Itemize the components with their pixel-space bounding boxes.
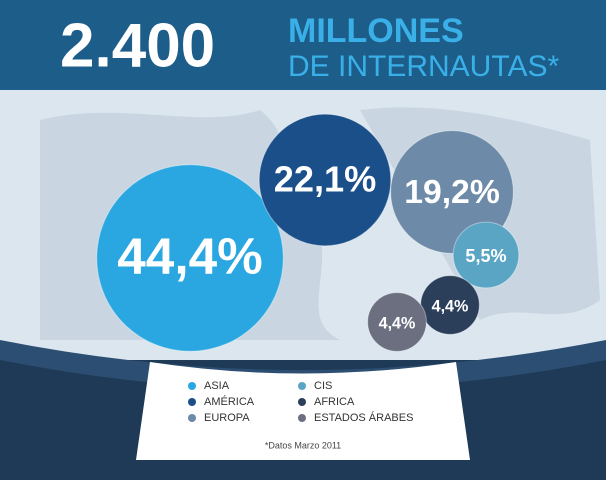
value-label: 4,4% bbox=[379, 314, 416, 332]
value-label: 4,4% bbox=[432, 297, 469, 315]
legend-label: ESTADOS ÁRABES bbox=[314, 411, 413, 424]
title: 2.400 bbox=[60, 11, 215, 80]
legend-swatch bbox=[188, 398, 196, 406]
legend-label: EUROPA bbox=[204, 412, 250, 424]
legend-label: CIS bbox=[314, 380, 332, 392]
value-label: 44,4% bbox=[117, 228, 262, 285]
legend-label: ASIA bbox=[204, 380, 230, 392]
bubble bbox=[367, 292, 427, 352]
value-label: 5,5% bbox=[465, 246, 506, 266]
legend-panel bbox=[136, 362, 470, 460]
legend-swatch bbox=[298, 382, 306, 390]
value-label: 22,1% bbox=[274, 159, 377, 200]
subtitle: DE INTERNAUTAS* bbox=[288, 50, 559, 83]
legend-swatch bbox=[298, 398, 306, 406]
header-band bbox=[0, 0, 606, 90]
legend-swatch bbox=[298, 414, 306, 422]
bubble bbox=[452, 221, 520, 289]
legend-label: AFRICA bbox=[314, 396, 355, 408]
value-label: 19,2% bbox=[404, 173, 500, 211]
bubble bbox=[96, 164, 284, 352]
note: *Datos Marzo 2011 bbox=[265, 440, 341, 450]
subtitle: MILLONES bbox=[288, 12, 464, 50]
bubble bbox=[258, 113, 392, 247]
legend-swatch bbox=[188, 382, 196, 390]
legend-label: AMÉRICA bbox=[204, 395, 255, 408]
legend-swatch bbox=[188, 414, 196, 422]
